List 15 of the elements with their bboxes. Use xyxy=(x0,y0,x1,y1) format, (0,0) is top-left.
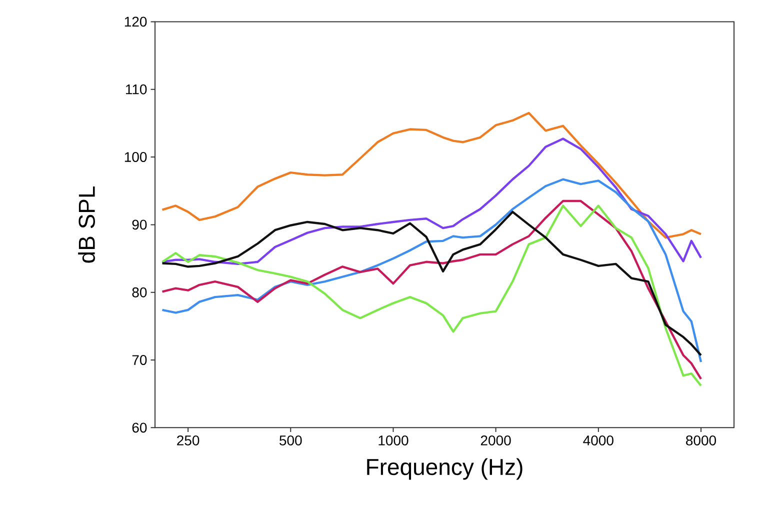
x-tick-label: 2000 xyxy=(480,435,511,446)
y-tick-label: 110 xyxy=(126,84,147,94)
x-tick-label: 500 xyxy=(280,435,302,446)
y-tick-label: 70 xyxy=(132,355,147,365)
y-tick-label: 60 xyxy=(132,422,147,433)
x-tick-label: 8000 xyxy=(686,435,716,446)
x-tick-label: 4000 xyxy=(583,435,614,446)
y-tick-label: 90 xyxy=(132,220,147,230)
y-tick-label: 120 xyxy=(124,16,147,27)
y-tick-label: 80 xyxy=(132,287,147,298)
y-tick-label: 100 xyxy=(124,152,147,162)
x-axis-title: Frequency (Hz) xyxy=(367,458,522,480)
y-axis-title: dB SPL xyxy=(78,186,95,263)
x-tick-label: 250 xyxy=(177,435,200,446)
x-tick-label: 1000 xyxy=(378,435,408,446)
